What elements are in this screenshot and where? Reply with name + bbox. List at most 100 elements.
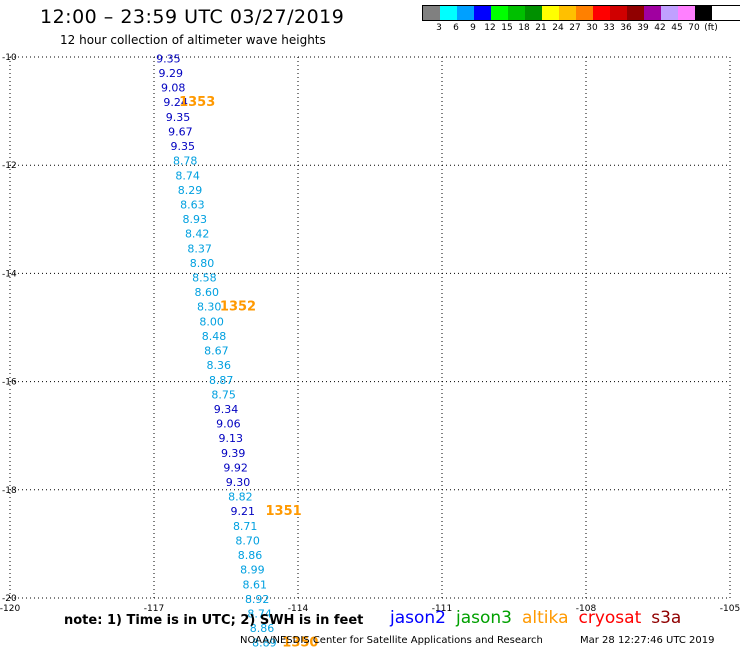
wave-height-value: 9.35 xyxy=(156,52,181,65)
data-points: 9.359.299.089.249.359.679.358.788.748.29… xyxy=(156,52,277,649)
color-scale-box xyxy=(559,6,576,20)
wave-height-value: 8.87 xyxy=(209,374,234,387)
wave-height-value: 8.67 xyxy=(204,345,229,358)
x-tick-label: -114 xyxy=(288,604,309,614)
credit-text: NOAA/NESDIS Center for Satellite Applica… xyxy=(240,635,543,646)
color-scale-box xyxy=(542,6,559,20)
legend-item-altika: altika xyxy=(522,608,569,628)
timestamp-text: Mar 28 12:27:46 UTC 2019 xyxy=(580,635,715,646)
y-tick-label: -10 xyxy=(2,53,17,63)
wave-height-value: 9.34 xyxy=(214,403,239,416)
color-scale-label: 21 xyxy=(535,23,547,33)
satellite-legend: jason2 jason3 altika cryosat s3a xyxy=(390,608,691,628)
wave-height-value: 9.13 xyxy=(219,432,244,445)
time-label: 1350 xyxy=(282,636,318,650)
wave-height-value: 9.06 xyxy=(216,418,241,431)
wave-height-value: 9.35 xyxy=(166,111,191,124)
wave-height-value: 8.70 xyxy=(235,534,260,547)
wave-height-value: 8.63 xyxy=(180,198,205,211)
x-tick-label: -111 xyxy=(432,604,452,614)
wave-height-value: 8.60 xyxy=(195,286,220,299)
time-label: 1353 xyxy=(179,95,215,110)
color-scale-label: 24 xyxy=(552,23,564,33)
color-scale-box xyxy=(457,6,474,20)
time-label: 1351 xyxy=(266,504,302,519)
color-scale-label: 18 xyxy=(518,23,530,33)
grid-lines xyxy=(9,56,731,599)
color-scale-box xyxy=(525,6,542,20)
color-scale-box xyxy=(661,6,678,20)
color-scale-label: 3 xyxy=(436,23,442,33)
color-scale-box xyxy=(576,6,593,20)
y-tick-label: -14 xyxy=(2,269,17,279)
y-tick-label: -20 xyxy=(2,594,17,604)
wave-height-value: 9.21 xyxy=(231,505,256,518)
wave-height-value: 8.86 xyxy=(250,622,275,635)
wave-height-value: 8.61 xyxy=(243,578,268,591)
wave-height-value: 9.30 xyxy=(226,476,251,489)
legend-item-s3a: s3a xyxy=(651,608,682,628)
color-scale-box xyxy=(423,6,440,20)
x-tick-label: -120 xyxy=(0,604,20,614)
color-scale-box xyxy=(610,6,627,20)
color-scale-label: 45 xyxy=(671,23,683,33)
x-tick-label: -105 xyxy=(720,604,740,614)
wave-height-value: 8.92 xyxy=(245,593,270,606)
map-title: 12:00 – 23:59 UTC 03/27/2019 xyxy=(40,6,345,28)
footer-note: note: 1) Time is in UTC; 2) SWH is in fe… xyxy=(64,613,364,628)
wave-height-value: 8.74 xyxy=(247,607,272,620)
color-scale-box xyxy=(644,6,661,20)
color-scale-label: 70 xyxy=(688,23,700,33)
wave-height-value: 8.89 xyxy=(252,637,277,650)
wave-height-value: 8.86 xyxy=(238,549,263,562)
color-scale-label: (ft) xyxy=(704,23,718,33)
x-tick-label: -117 xyxy=(144,604,164,614)
color-scale-box xyxy=(695,6,712,20)
wave-height-value: 8.80 xyxy=(190,257,215,270)
color-scale-box xyxy=(440,6,457,20)
wave-height-value: 9.24 xyxy=(163,96,188,109)
wave-height-value: 8.71 xyxy=(233,520,258,533)
color-scale-label: 33 xyxy=(603,23,615,33)
wave-height-value: 8.82 xyxy=(228,491,253,504)
wave-height-value: 8.36 xyxy=(207,359,232,372)
map-subtitle: 12 hour collection of altimeter wave hei… xyxy=(60,33,326,47)
x-tick-label: -108 xyxy=(576,604,597,614)
wave-height-value: 8.99 xyxy=(240,564,265,577)
wave-height-value: 8.29 xyxy=(178,184,203,197)
color-scale-label: 42 xyxy=(654,23,666,33)
time-label: 1352 xyxy=(220,300,256,315)
wave-height-value: 8.74 xyxy=(175,169,200,182)
color-scale-box xyxy=(593,6,610,20)
wave-height-value: 8.75 xyxy=(211,388,236,401)
color-scale-label: 39 xyxy=(637,23,649,33)
color-scale-label: 12 xyxy=(484,23,496,33)
wave-height-value: 8.37 xyxy=(187,242,212,255)
color-scale-box xyxy=(491,6,508,20)
color-scale-labels: 3 6 9 12 15 18 21 24 27 30 33 36 39 42 45 70 (ft) xyxy=(422,21,740,33)
color-scale-box xyxy=(474,6,491,20)
color-scale-label: 9 xyxy=(470,23,476,33)
color-scale-label: 30 xyxy=(586,23,598,33)
wave-height-value: 8.00 xyxy=(199,315,224,328)
wave-height-value: 9.92 xyxy=(223,461,248,474)
wave-height-value: 8.42 xyxy=(185,228,210,241)
wave-height-value: 8.93 xyxy=(183,213,208,226)
wave-height-value: 8.58 xyxy=(192,272,217,285)
wave-height-value: 8.48 xyxy=(202,330,227,343)
wave-height-value: 9.29 xyxy=(159,67,184,80)
wave-height-value: 8.30 xyxy=(197,301,222,314)
color-scale-label: 36 xyxy=(620,23,632,33)
wave-height-value: 9.08 xyxy=(161,82,186,95)
color-scale-legend: 3 6 9 12 15 18 21 24 27 30 33 36 39 42 45 70 (ft) xyxy=(422,5,740,33)
legend-item-jason2: jason2 xyxy=(390,608,446,628)
color-scale-boxes xyxy=(422,5,740,21)
legend-item-jason3: jason3 xyxy=(456,608,512,628)
wave-height-value: 8.78 xyxy=(173,155,198,168)
y-tick-label: -16 xyxy=(2,378,17,388)
y-tick-label: -18 xyxy=(2,486,17,496)
time-labels: 1353 1352 1351 1350 xyxy=(179,95,318,650)
color-scale-box xyxy=(678,6,695,20)
wave-height-value: 9.67 xyxy=(168,125,193,138)
